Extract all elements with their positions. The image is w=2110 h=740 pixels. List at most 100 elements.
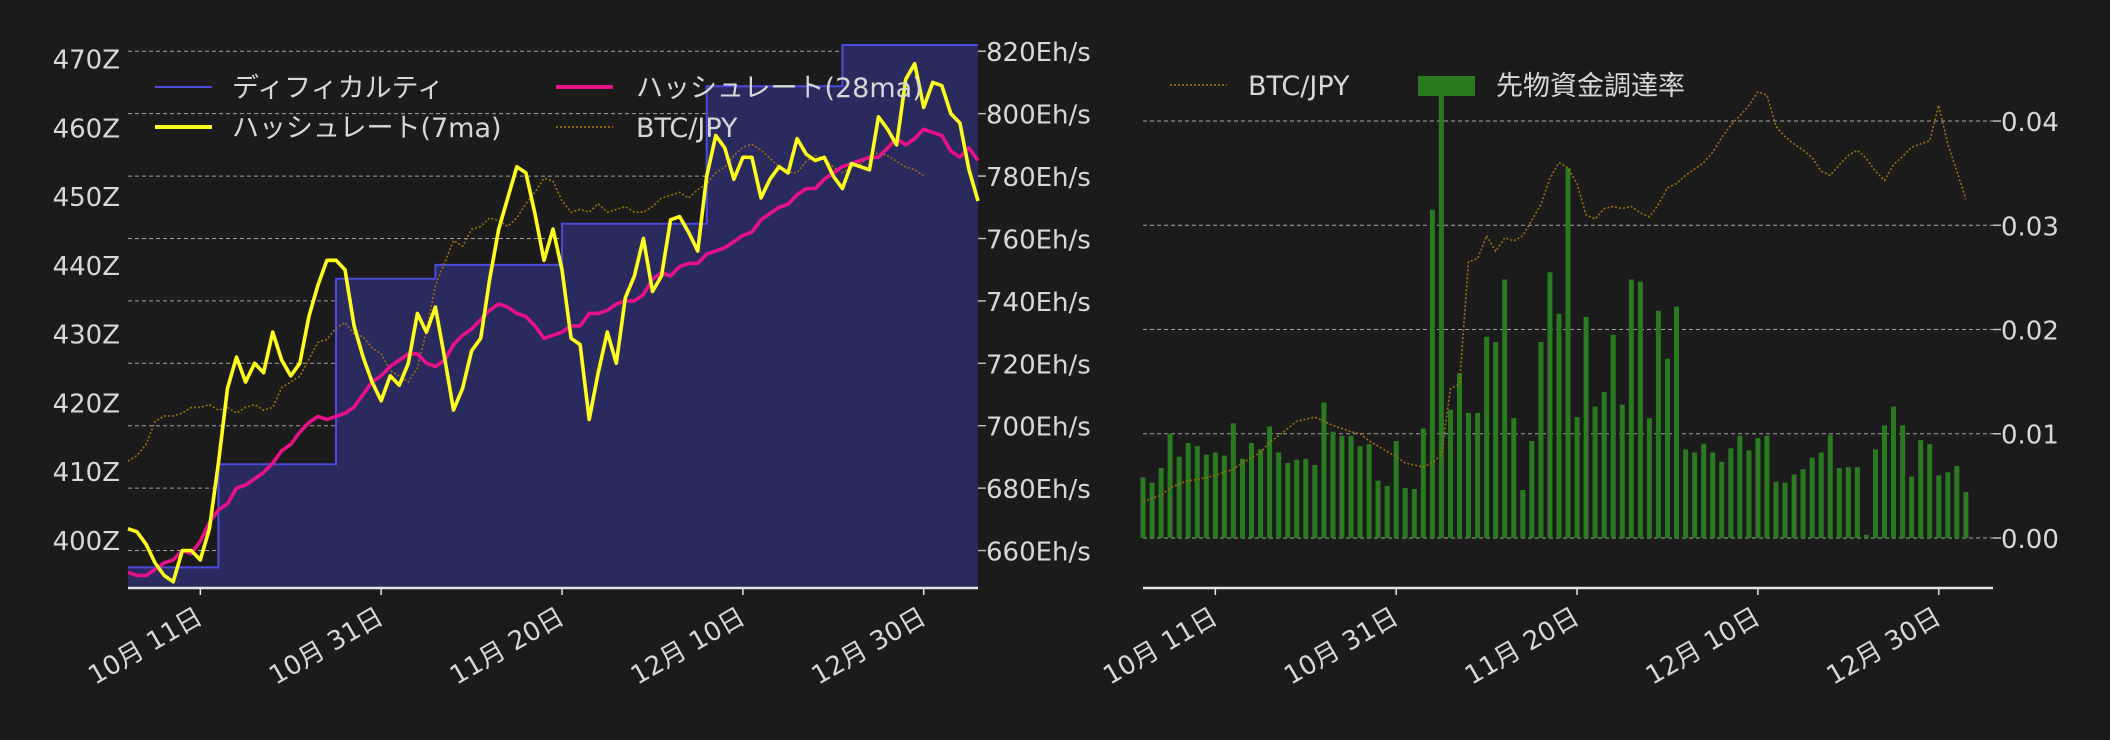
- funding-rate-bar: [1321, 402, 1327, 538]
- hashrate-28ma-line: [127, 127, 980, 578]
- y-right-tick-label: 720Eh/s: [986, 350, 1091, 380]
- funding-rate-bar: [1438, 95, 1444, 538]
- legend-label-hashrate-7ma: ハッシュレート(7ma): [232, 113, 502, 144]
- funding-rate-series: [1140, 95, 1969, 538]
- funding-rate-bar: [1710, 452, 1716, 538]
- funding-rate-bar: [1348, 435, 1354, 538]
- left-legend: ディフィカルティ ハッシュレート(7ma) ハッシュレート(28ma) BTC/…: [155, 73, 923, 144]
- funding-rate-bar: [1511, 418, 1517, 538]
- funding-rate-bar: [1909, 476, 1915, 538]
- funding-rate-bar: [1411, 489, 1417, 538]
- funding-rate-bar: [1927, 444, 1933, 538]
- funding-rate-bar: [1547, 272, 1553, 538]
- right-legend: BTC/JPY 先物資金調達率: [1170, 71, 1685, 102]
- funding-rate-bar: [1212, 452, 1218, 538]
- funding-rate-bar: [1565, 168, 1571, 538]
- funding-rate-bar: [1520, 490, 1526, 538]
- funding-rate-bar: [1592, 406, 1598, 538]
- funding-rate-bar: [1493, 342, 1499, 538]
- y-right-tick-label: 780Eh/s: [986, 163, 1091, 193]
- funding-rate-bar: [1429, 209, 1435, 538]
- funding-rate-bar: [1285, 462, 1291, 538]
- hashrate-7ma-series: [127, 61, 980, 584]
- funding-rate-bar: [1818, 452, 1824, 538]
- hashrate-28ma-series: [127, 127, 980, 578]
- funding-rate-bar: [1836, 468, 1842, 538]
- funding-rate-bar: [1240, 458, 1245, 538]
- funding-rate-bar: [1384, 485, 1390, 538]
- funding-rate-bar: [1954, 466, 1960, 538]
- funding-rate-bar: [1538, 342, 1544, 538]
- funding-rate-bar: [1357, 446, 1363, 538]
- y-right-tick-label: 0.04: [2001, 108, 2059, 138]
- funding-rate-bar: [1827, 434, 1833, 538]
- y-right-tick-label: 680Eh/s: [986, 475, 1091, 505]
- y-right-tick-label: 740Eh/s: [986, 288, 1091, 318]
- funding-rate-bar: [1185, 443, 1191, 538]
- funding-rate-bar: [1466, 412, 1471, 538]
- funding-rate-bar: [1791, 474, 1797, 538]
- y-left-tick-label: 460Z: [53, 114, 120, 144]
- y-left-tick-label: 430Z: [53, 321, 120, 351]
- funding-rate-bar: [1339, 435, 1345, 538]
- left-y-axis-ticks: 400Z 410Z 420Z 430Z 440Z 450Z 460Z 470Z: [53, 46, 120, 557]
- y-right-tick-label: 0.01: [2001, 421, 2059, 451]
- difficulty-line: [128, 44, 978, 569]
- funding-rate-bar: [1303, 458, 1309, 538]
- funding-rate-bar: [1809, 457, 1815, 538]
- funding-rate-bar: [1782, 482, 1788, 538]
- funding-rate-bar: [1674, 306, 1679, 538]
- funding-rate-bar: [1176, 456, 1182, 538]
- y-left-tick-label: 450Z: [53, 183, 120, 213]
- funding-rate-bar: [1393, 441, 1399, 538]
- y-right-tick-label: 800Eh/s: [986, 101, 1091, 131]
- legend-label-difficulty: ディフィカルティ: [232, 73, 444, 104]
- difficulty-series: [128, 44, 978, 588]
- legend-label-hashrate-28ma: ハッシュレート(28ma): [636, 73, 923, 104]
- funding-rate-bar: [1457, 373, 1462, 538]
- right-btc-jpy-series: [1142, 90, 1967, 503]
- funding-rate-bar: [1891, 406, 1896, 538]
- funding-rate-bar: [1167, 433, 1173, 538]
- funding-rate-bar: [1900, 425, 1906, 538]
- funding-rate-bar: [1845, 467, 1851, 538]
- funding-rate-bar: [1945, 472, 1951, 538]
- funding-rate-bar: [1610, 334, 1616, 538]
- funding-rate-bar: [1665, 358, 1670, 538]
- funding-rate-bar: [1764, 435, 1770, 538]
- hashrate-7ma-line: [127, 61, 980, 584]
- funding-rate-bar: [1583, 317, 1589, 538]
- funding-rate-bar: [1619, 404, 1625, 538]
- funding-rate-bar: [1249, 443, 1254, 538]
- y-left-tick-label: 470Z: [53, 46, 120, 76]
- funding-rate-bar: [1863, 534, 1869, 538]
- funding-rate-bar: [1755, 437, 1761, 538]
- funding-rate-bar: [1402, 487, 1408, 538]
- y-left-tick-label: 400Z: [53, 527, 120, 557]
- y-left-tick-label: 440Z: [53, 252, 120, 282]
- funding-rate-bar: [1312, 465, 1318, 538]
- funding-rate-bar: [1448, 409, 1453, 538]
- funding-rate-bar: [1366, 444, 1372, 538]
- legend-label-btc-jpy: BTC/JPY: [636, 113, 738, 144]
- funding-rate-bar: [1963, 492, 1969, 538]
- y-right-tick-label: 760Eh/s: [986, 225, 1091, 255]
- y-right-tick-label: 660Eh/s: [986, 538, 1091, 568]
- funding-rate-bar: [1746, 450, 1752, 538]
- funding-rate-bar: [1800, 469, 1806, 538]
- legend-label-funding-rate: 先物資金調達率: [1496, 71, 1685, 102]
- funding-rate-bar: [1701, 444, 1707, 538]
- funding-rate-bar: [1294, 459, 1300, 538]
- y-right-tick-label: 0.02: [2001, 317, 2059, 347]
- funding-rate-bar: [1375, 480, 1381, 538]
- y-right-tick-label: 0.00: [2001, 525, 2059, 555]
- btc-jpy-line: [127, 143, 925, 462]
- y-right-tick-label: 700Eh/s: [986, 413, 1091, 443]
- difficulty-area: [128, 45, 978, 588]
- funding-rate-bar: [1230, 423, 1236, 538]
- funding-rate-bar: [1773, 481, 1779, 538]
- y-left-tick-label: 420Z: [53, 389, 120, 419]
- y-right-tick-label: 820Eh/s: [986, 38, 1091, 68]
- right-y-axis-ticks: 660Eh/s 680Eh/s 700Eh/s 720Eh/s 740Eh/s 760Eh…: [978, 38, 1091, 568]
